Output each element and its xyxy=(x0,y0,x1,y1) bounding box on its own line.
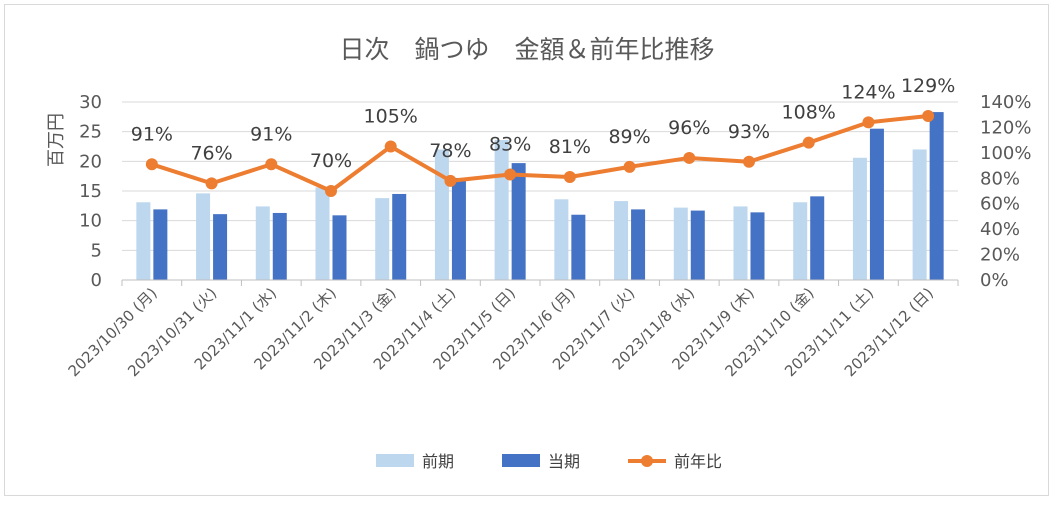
line-point xyxy=(325,185,337,197)
data-label: 81% xyxy=(549,136,591,158)
y-axis-right: 0% 20% 40% 60% 80% 100% 120% 140% xyxy=(980,92,1031,291)
data-label: 129% xyxy=(901,75,955,97)
bar-前期 xyxy=(554,199,569,280)
y2-tick-label: 20% xyxy=(980,245,1020,266)
bar-前期 xyxy=(494,139,509,280)
legend-marker xyxy=(641,455,653,467)
y2-tick-label: 100% xyxy=(980,143,1031,164)
bar-前期 xyxy=(434,149,449,280)
line-point xyxy=(922,109,935,122)
x-axis: 2023/10/30 (月)2023/10/31 (火)2023/11/1 (水… xyxy=(65,279,959,380)
bar-当期 xyxy=(929,112,944,280)
y-tick-label: 30 xyxy=(79,92,102,113)
bar-前期 xyxy=(614,201,629,280)
data-label: 91% xyxy=(131,123,173,145)
data-label: 96% xyxy=(668,117,710,139)
legend-label: 前年比 xyxy=(674,452,722,471)
bar-前期 xyxy=(852,157,867,280)
data-label: 93% xyxy=(728,121,770,143)
line-point xyxy=(205,177,218,190)
bar-当期 xyxy=(690,210,705,280)
bar-当期 xyxy=(272,212,287,280)
y-axis-title: 百万円 xyxy=(46,113,67,167)
bar-当期 xyxy=(451,177,466,280)
bar-前期 xyxy=(136,202,151,280)
y2-tick-label: 0% xyxy=(980,270,1009,291)
bar-前期 xyxy=(912,149,927,280)
bar-前期 xyxy=(733,206,748,280)
line-point xyxy=(743,155,755,168)
bar-当期 xyxy=(631,209,646,280)
bar-前期 xyxy=(255,206,270,280)
line-point xyxy=(145,158,158,171)
y-tick-label: 25 xyxy=(79,122,102,143)
data-label: 78% xyxy=(429,140,471,162)
bar-当期 xyxy=(810,196,825,280)
y-tick-label: 15 xyxy=(79,181,102,202)
bar-前期 xyxy=(196,193,211,280)
bar-当期 xyxy=(750,212,765,280)
legend: 前期 当期 前年比 xyxy=(376,452,722,471)
data-label: 124% xyxy=(841,81,895,103)
bar-当期 xyxy=(571,214,586,280)
line-point xyxy=(504,168,517,181)
bar-前期 xyxy=(315,187,330,280)
bar-当期 xyxy=(213,214,228,280)
legend-label: 当期 xyxy=(548,452,580,471)
line-point xyxy=(563,171,576,184)
y-tick-label: 10 xyxy=(79,211,102,232)
line-point xyxy=(444,174,457,187)
bar-当期 xyxy=(869,128,884,280)
y2-tick-label: 60% xyxy=(980,194,1020,215)
line-series: 91%76%91%70%105%78% 83% 81% 89% 96% 93%108%12… xyxy=(131,75,955,197)
line-point xyxy=(623,160,636,173)
chart-title: 日次 鍋つゆ 金額＆前年比推移 xyxy=(339,35,714,64)
y2-tick-label: 80% xyxy=(980,168,1020,189)
data-label: 91% xyxy=(250,123,292,145)
line-前年比 xyxy=(151,113,929,193)
data-label: 83% xyxy=(489,133,531,155)
bar-前期 xyxy=(793,202,808,280)
bar-前期 xyxy=(673,207,688,280)
line-point xyxy=(802,136,815,149)
y-tick-label: 20 xyxy=(79,151,102,172)
bar-当期 xyxy=(511,163,526,280)
bar-当期 xyxy=(153,209,168,280)
bar-前期 xyxy=(375,198,390,280)
data-label: 108% xyxy=(782,102,836,124)
y-axis-left: 0 5 10 15 20 25 30 xyxy=(79,92,102,291)
legend-swatch xyxy=(376,454,414,467)
data-label: 76% xyxy=(190,142,232,164)
gridlines xyxy=(122,101,958,281)
bar-当期 xyxy=(392,193,407,280)
data-label: 105% xyxy=(364,106,418,128)
y2-tick-label: 140% xyxy=(980,92,1031,113)
y-tick-label: 5 xyxy=(91,240,102,261)
y2-tick-label: 40% xyxy=(980,219,1020,240)
line-point xyxy=(862,116,875,129)
legend-swatch xyxy=(502,454,540,467)
y-tick-label: 0 xyxy=(91,270,102,291)
legend-label: 前期 xyxy=(422,452,454,471)
y2-tick-label: 120% xyxy=(980,117,1031,138)
line-point xyxy=(384,140,397,153)
data-label: 89% xyxy=(608,126,650,148)
line-point xyxy=(683,151,696,164)
data-label: 70% xyxy=(310,150,352,172)
line-point xyxy=(265,158,278,171)
bar-当期 xyxy=(332,215,347,280)
